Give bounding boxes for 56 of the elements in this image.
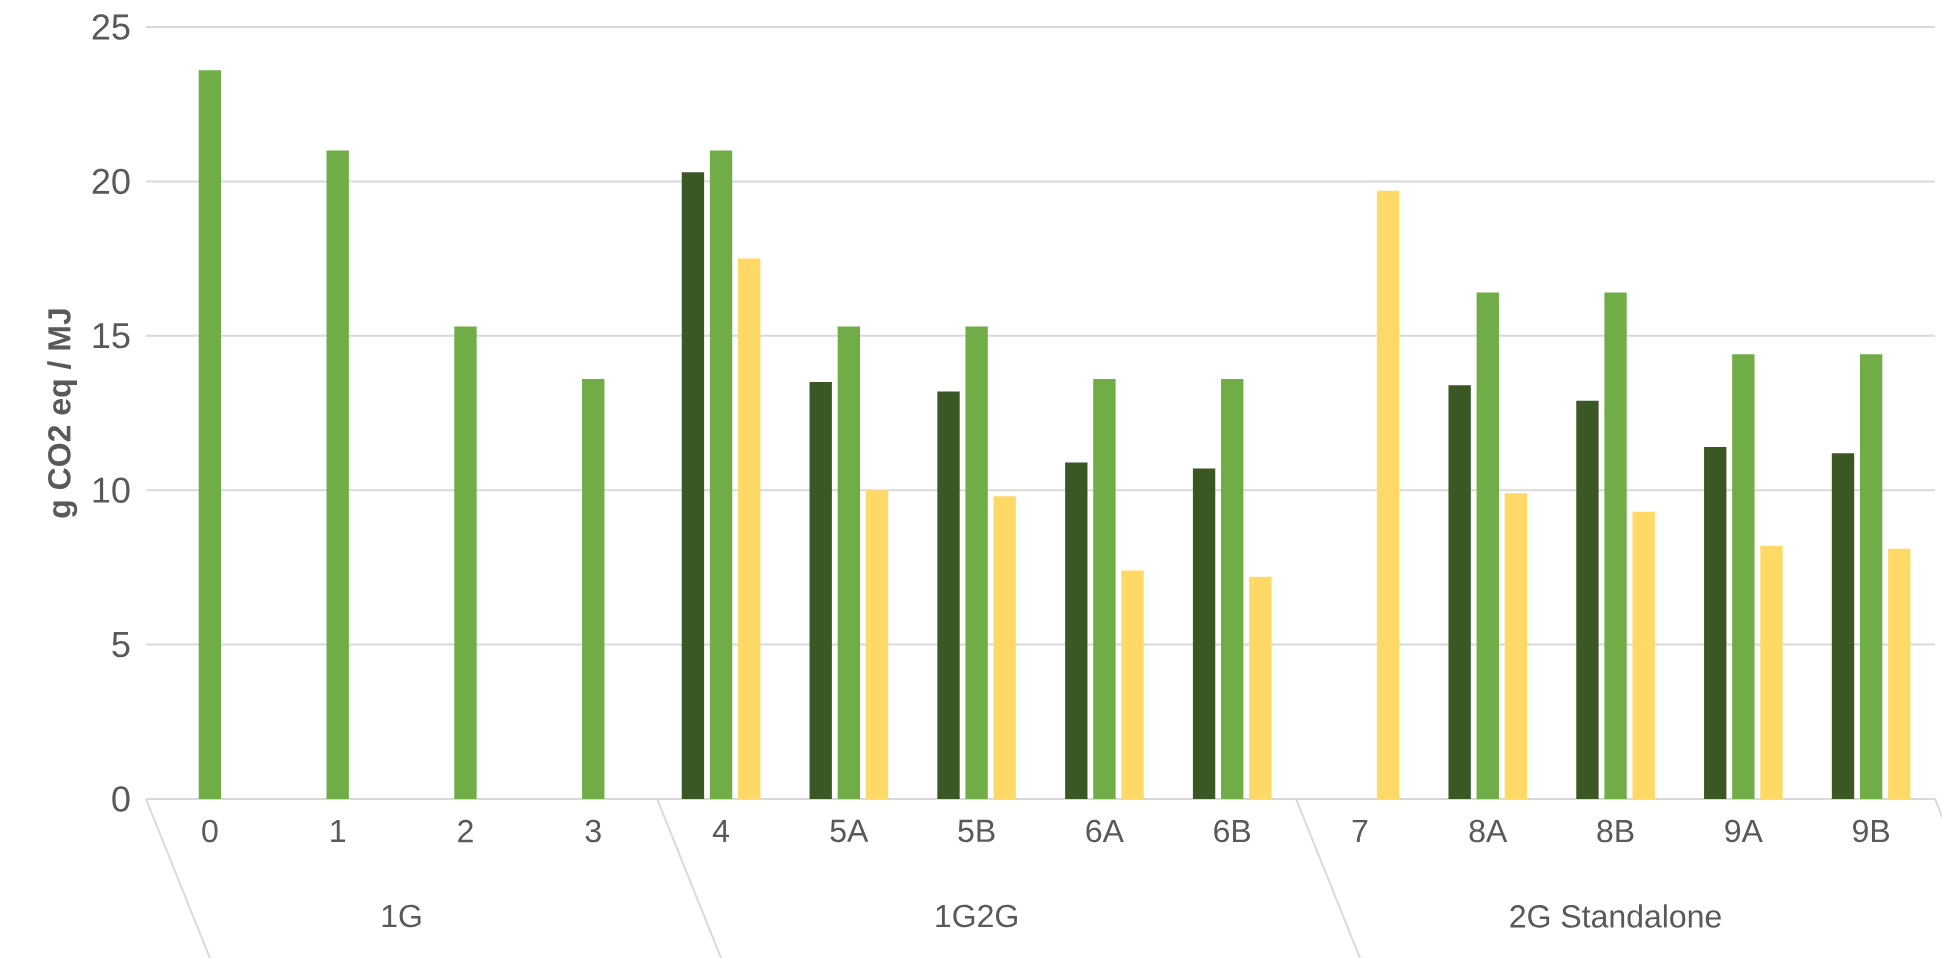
y-tick-label: 0 bbox=[112, 786, 130, 812]
bar bbox=[198, 70, 222, 799]
y-tick-label: 20 bbox=[92, 168, 130, 195]
x-tick-label: 4 bbox=[712, 819, 729, 843]
y-tick-label: 25 bbox=[92, 14, 130, 40]
x-tick-label: 2 bbox=[458, 819, 473, 843]
bar bbox=[1476, 292, 1499, 799]
bar bbox=[737, 258, 761, 799]
bar bbox=[865, 490, 889, 799]
bar bbox=[1221, 379, 1244, 799]
bar bbox=[1831, 453, 1855, 799]
bar bbox=[709, 150, 733, 799]
x-tick-label: 3 bbox=[585, 819, 601, 843]
x-tick-label: 5B bbox=[958, 819, 995, 843]
bar bbox=[1859, 354, 1883, 799]
x-tick-label: 0 bbox=[202, 819, 218, 843]
bar bbox=[1376, 190, 1400, 799]
bar bbox=[809, 382, 832, 799]
y-tick-label: 5 bbox=[112, 632, 130, 658]
bar bbox=[1604, 292, 1627, 799]
bar bbox=[326, 150, 349, 799]
bar bbox=[1704, 446, 1727, 799]
bar bbox=[582, 379, 605, 799]
bar bbox=[1249, 576, 1272, 799]
bar bbox=[837, 326, 861, 799]
x-tick-label: 8B bbox=[1597, 819, 1634, 843]
bar bbox=[1192, 468, 1216, 799]
x-tick-label: 5A bbox=[830, 819, 869, 843]
text: 1G2G bbox=[936, 904, 1017, 928]
bar bbox=[1448, 385, 1471, 799]
x-tick-label: 9A bbox=[1725, 819, 1763, 843]
bar bbox=[1121, 570, 1144, 799]
text: 1G bbox=[382, 904, 421, 928]
bar bbox=[993, 496, 1016, 799]
bar bbox=[454, 326, 477, 799]
bar bbox=[1632, 511, 1655, 799]
y-tick-label: 10 bbox=[93, 477, 130, 503]
x-tick-label: 7 bbox=[1352, 819, 1368, 843]
bar bbox=[1093, 379, 1116, 799]
text: 2G Standalone bbox=[1510, 904, 1721, 928]
x-tick-label: 1 bbox=[331, 819, 345, 843]
x-tick-label: 8A bbox=[1469, 819, 1508, 843]
bar bbox=[1888, 548, 1911, 799]
bar bbox=[1760, 545, 1783, 799]
bar bbox=[1576, 400, 1599, 799]
y-axis-title: g CO2 eq / MJ bbox=[47, 309, 78, 518]
bar bbox=[681, 172, 705, 799]
y-tick-label: 15 bbox=[93, 323, 130, 349]
x-tick-label: 6B bbox=[1214, 819, 1251, 843]
bar bbox=[1065, 462, 1088, 799]
bar bbox=[965, 326, 988, 799]
bar bbox=[937, 391, 960, 799]
x-tick-label: 9B bbox=[1853, 819, 1890, 843]
bar bbox=[1504, 493, 1528, 799]
bar bbox=[1732, 354, 1755, 799]
x-tick-label: 6A bbox=[1086, 819, 1124, 843]
